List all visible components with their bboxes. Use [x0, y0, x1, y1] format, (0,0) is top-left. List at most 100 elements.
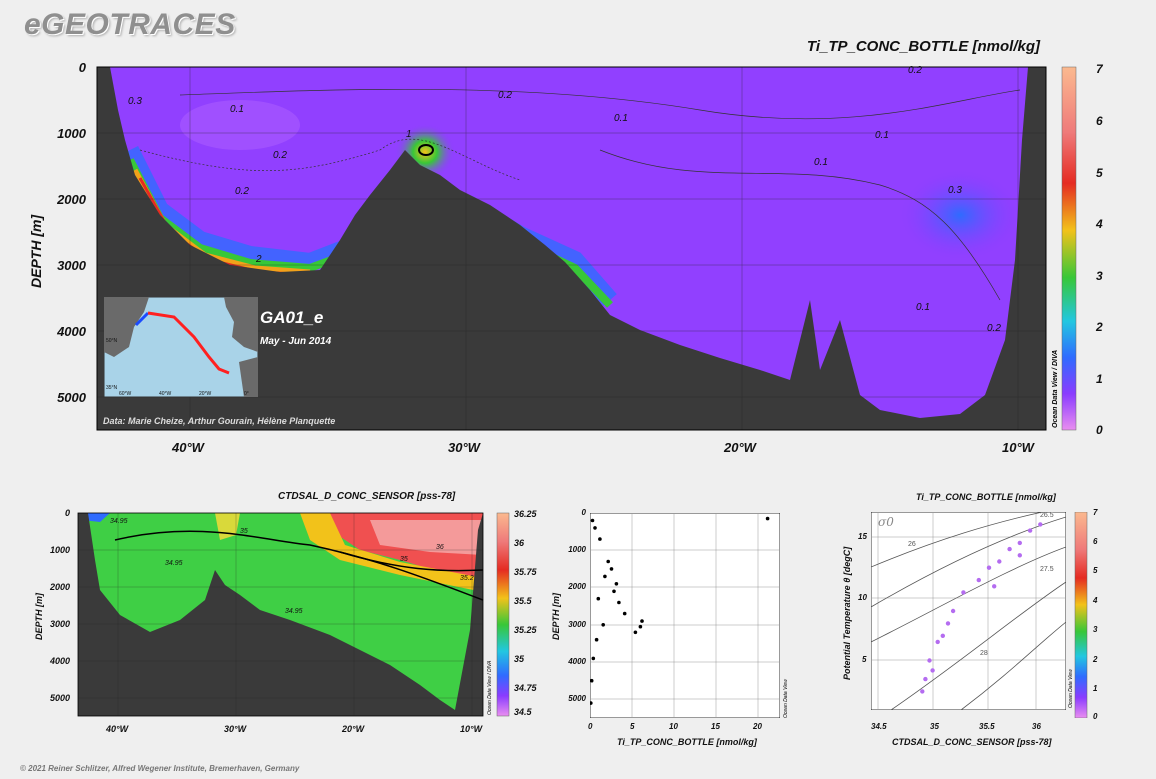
profile-point — [622, 611, 627, 616]
y-tick: 5000 — [57, 390, 86, 405]
ts-point — [1017, 553, 1022, 558]
ts-point — [992, 584, 997, 589]
sal-colorbar-tick: 36.25 — [514, 509, 537, 519]
profile-point — [594, 637, 599, 642]
profile-point — [596, 596, 601, 601]
ts-x-tick: 35 — [930, 722, 939, 731]
ts-point — [1038, 522, 1043, 527]
ts-colorbar-tick: 4 — [1093, 596, 1098, 605]
profile-point — [617, 600, 621, 605]
ts-ylabel: Potential Temperature θ [degC] — [842, 546, 852, 680]
profile-y-tick: 4000 — [568, 657, 586, 666]
ts-point — [920, 689, 925, 694]
profile-point — [590, 678, 594, 683]
ts-point — [1027, 528, 1033, 533]
sal-seafloor — [78, 513, 483, 716]
contour-label: 2 — [256, 254, 262, 265]
profile-x-tick: 20 — [753, 722, 762, 731]
sal-contour — [339, 551, 484, 572]
sal-title: CTDSAL_D_CONC_SENSOR [pss-78] — [278, 491, 456, 502]
ts-point — [940, 633, 945, 638]
ts-points — [920, 522, 1043, 694]
sal-odv-label: Ocean Data View / DIVA — [487, 660, 493, 715]
sal-y-tick: 2000 — [49, 582, 70, 592]
ts-colorbar-tick: 5 — [1093, 566, 1098, 575]
main-chart-title: Ti_TP_CONC_BOTTLE [nmol/kg] — [806, 38, 1040, 55]
y-tick: 3000 — [57, 258, 86, 273]
contour-label: 1 — [406, 129, 412, 140]
map-land-greenland — [104, 297, 149, 357]
profile-point — [590, 701, 593, 705]
sal-contour — [114, 530, 484, 601]
sal-colorbar-tick: 34.75 — [514, 683, 537, 693]
contour-label: 0.2 — [498, 90, 512, 101]
sal-colorbar-tick: 35.25 — [514, 625, 537, 635]
contour-label: 0.2 — [908, 65, 922, 76]
colorbar-tick: 0 — [1096, 423, 1103, 437]
sal-colorbar-tick: 36 — [514, 538, 525, 548]
sal-colorbar — [496, 512, 510, 717]
ts-x-tick: 36 — [1032, 722, 1041, 731]
ts-y-tick: 15 — [858, 532, 867, 541]
sigma-label: σ0 — [878, 515, 894, 529]
profile-point — [614, 582, 619, 586]
colorbar-tick: 7 — [1096, 62, 1103, 76]
map-lon-label: 20°W — [199, 391, 212, 397]
contour-label: 0.1 — [875, 130, 889, 141]
ts-point — [1017, 540, 1022, 546]
colorbar-tick: 5 — [1096, 166, 1103, 180]
profile-xlabel: Ti_TP_CONC_BOTTLE [nmol/kg] — [617, 737, 757, 747]
map-lon-label: 0° — [244, 391, 249, 397]
profile-point — [612, 589, 616, 594]
odv-label: Ocean Data View / DIVA — [1052, 349, 1059, 428]
x-tick: 40°W — [172, 440, 204, 455]
sal-y-tick: 1000 — [49, 545, 70, 555]
contour-label: 0.1 — [614, 113, 628, 124]
contour-label: 0.1 — [814, 157, 828, 168]
profile-x-tick: 15 — [711, 722, 720, 731]
y-tick: 0 — [78, 60, 86, 75]
profile-x-tick: 10 — [669, 722, 678, 731]
profile-point — [603, 574, 607, 579]
cruise-period: May - Jun 2014 — [260, 336, 332, 347]
sal-colorbar-tick: 35.75 — [514, 567, 537, 577]
isopycnal-label: 27.5 — [1040, 566, 1054, 573]
x-tick: 30°W — [448, 440, 480, 455]
profile-point — [633, 630, 638, 635]
map-cruise-track-red — [147, 311, 230, 375]
ts-colorbar-tick: 0 — [1093, 712, 1098, 721]
field-anomaly-blue — [900, 170, 1020, 260]
map-lat-label: 50°N — [106, 338, 118, 344]
ts-chart — [871, 512, 1066, 710]
ts-colorbar — [1074, 512, 1088, 718]
ts-title: Ti_TP_CONC_BOTTLE [nmol/kg] — [916, 492, 1056, 502]
colorbar-tick: 6 — [1096, 114, 1103, 128]
colorbar-tick: 4 — [1096, 217, 1103, 231]
sal-max-region — [370, 520, 483, 555]
colorbar-tick: 2 — [1096, 320, 1103, 334]
sal-mid-band — [300, 513, 483, 592]
main-section-chart — [96, 66, 1077, 431]
cruise-name: GA01_e — [260, 308, 324, 327]
ts-point — [961, 590, 966, 595]
colorbar-tick: 3 — [1096, 269, 1103, 283]
ts-colorbar-tick: 3 — [1093, 625, 1098, 634]
ts-point — [935, 639, 940, 645]
sal-y-tick: 4000 — [49, 656, 70, 666]
profile-x-tick: 5 — [630, 722, 635, 731]
ts-point — [997, 559, 1002, 564]
contour-label: 0.2 — [273, 150, 287, 161]
colorbar-tick: 1 — [1096, 372, 1103, 386]
field-anomaly-light — [180, 100, 300, 150]
profile-point — [606, 559, 610, 564]
profile-point — [640, 619, 644, 623]
ts-point — [927, 658, 932, 663]
profile-point — [590, 518, 595, 523]
profile-y-tick: 5000 — [568, 694, 586, 703]
profile-point — [591, 656, 596, 661]
inset-map: 50°N 35°N 60°W 40°W 20°W 0° — [104, 297, 258, 397]
map-cruise-track-blue — [134, 311, 150, 327]
ts-grid — [871, 512, 1066, 710]
ts-colorbar-tick: 2 — [1093, 655, 1098, 664]
x-tick: 10°W — [1002, 440, 1034, 455]
